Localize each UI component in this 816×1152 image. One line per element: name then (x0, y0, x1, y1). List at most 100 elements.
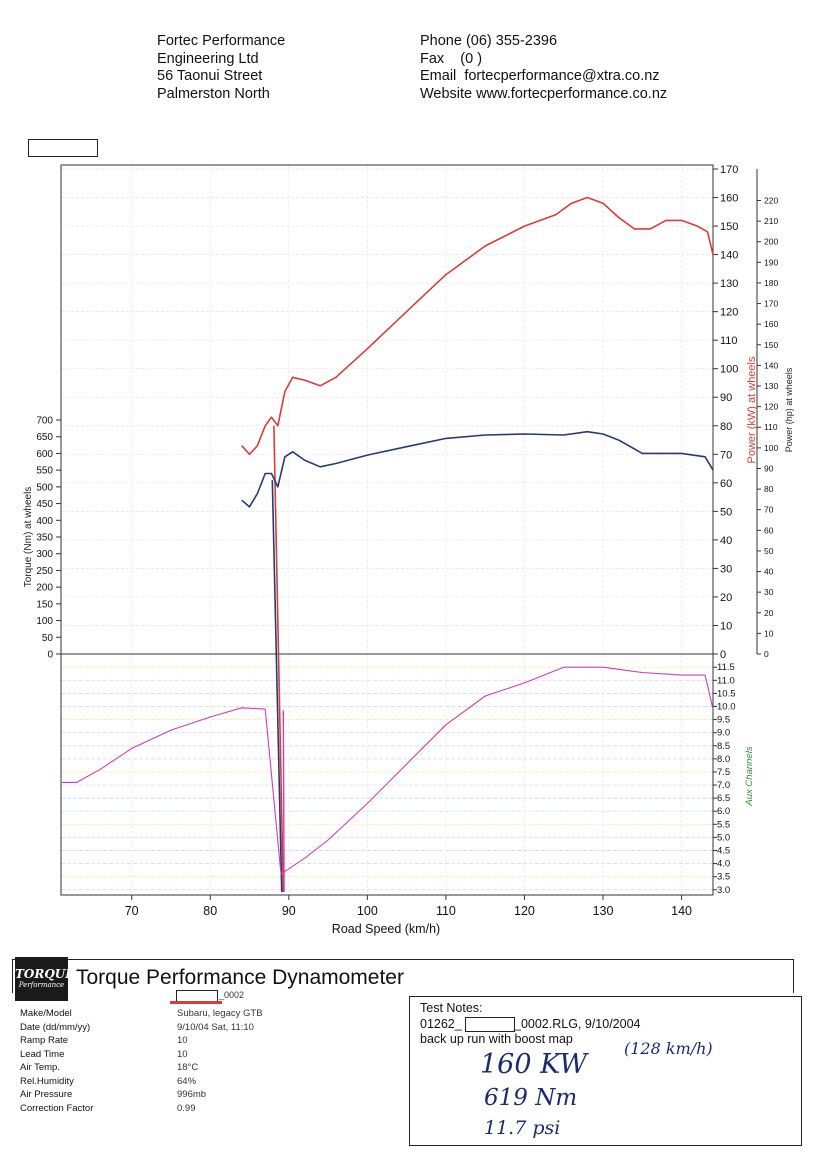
torque-tick-label: 450 (36, 499, 53, 510)
power-hp-tick-label: 160 (764, 319, 778, 329)
power-kw-tick-label: 0 (720, 649, 726, 661)
power-kw-tick-label: 150 (720, 221, 738, 233)
logo-text-top: TORQUE (15, 967, 75, 981)
power-kw-tick-label: 60 (720, 478, 732, 490)
test-notes-box: Test Notes: 01262_ _0002.RLG, 9/10/2004 … (409, 996, 802, 1146)
chart-grid (61, 165, 713, 895)
power-hp-tick-label: 210 (764, 216, 778, 226)
power-hp-tick-label: 80 (764, 484, 774, 494)
city: Palmerston North (157, 85, 270, 102)
power-hp-tick-label: 30 (764, 587, 774, 597)
power-hp-tick-label: 110 (764, 422, 778, 432)
power-kw-tick-label: 50 (720, 506, 732, 518)
torque-tick-label: 600 (36, 449, 53, 460)
aux-tick-label: 6.5 (717, 793, 730, 804)
x-tick-label: 110 (436, 904, 456, 918)
power-hp-tick-label: 70 (764, 505, 774, 515)
torque-tick-label: 100 (36, 616, 53, 627)
power-hp-axis-label: Power (hp) at wheels (784, 367, 794, 452)
dyno-chart: 70 80 90 100 110 120 130 1400501001502002503003… (23, 164, 794, 936)
power-hp-tick-label: 40 (764, 567, 774, 577)
power-hp-tick-label: 190 (764, 257, 778, 267)
aux-tick-label: 7.0 (717, 780, 730, 791)
phone: Phone (06) 355-2396 (420, 33, 558, 49)
notes-description: back up run with boost map (420, 1032, 573, 1046)
aux-tick-label: 4.5 (717, 845, 730, 856)
company-name: Fortec Performance (157, 33, 286, 49)
website: Website www.fortecperformance.co.nz (420, 85, 668, 102)
torque-tick-label: 50 (42, 633, 54, 644)
torque-line (241, 430, 714, 508)
notes-file-suffix: _0002.RLG, 9/10/2004 (514, 1017, 641, 1031)
torque-tick-label: 700 (36, 416, 53, 427)
axis-ticks: 70 80 90 100 110 120 130 1400501001502002503003… (36, 164, 778, 918)
aux-tick-label: 3.5 (717, 872, 730, 883)
power-hp-tick-label: 150 (764, 340, 778, 350)
aux-tick-label: 9.0 (717, 728, 730, 739)
power-kw-tick-label: 40 (720, 535, 732, 547)
power-hp-tick-label: 220 (764, 195, 778, 205)
company-contact: Phone (06) 355-2396 Fax (0 ) Email forte… (420, 33, 667, 103)
handwritten-boost: 11.7 psi (484, 1117, 561, 1139)
redacted-box (28, 139, 98, 157)
handwritten-torque: 619 Nm (484, 1085, 578, 1111)
redacted-file-id (465, 1017, 515, 1032)
aux-tick-label: 10.5 (717, 688, 736, 699)
power-kw-axis-label: Power (kW) at wheels (746, 356, 758, 463)
power-hp-tick-label: 20 (764, 608, 774, 618)
power-hp-tick-label: 0 (764, 649, 769, 659)
torque-tick-label: 300 (36, 549, 53, 560)
aux-tick-label: 8.0 (717, 754, 730, 765)
x-axis-label: Road Speed (km/h) (332, 922, 440, 936)
aux-tick-label: 10.0 (717, 702, 736, 713)
x-tick-label: 120 (514, 904, 535, 918)
aux-tick-label: 11.5 (717, 662, 735, 673)
power-hp-tick-label: 10 (764, 628, 774, 638)
torque-tick-label: 150 (36, 599, 53, 610)
street-address: 56 Taonui Street (157, 68, 263, 84)
power-kw-tick-label: 70 (720, 449, 732, 461)
aux-tick-label: 11.0 (717, 675, 735, 686)
company-address: Fortec Performance Engineering Ltd 56 Ta… (157, 33, 285, 103)
aux-tick-label: 4.0 (717, 859, 730, 870)
aux-tick-label: 6.0 (717, 806, 730, 817)
power-hp-tick-label: 140 (764, 360, 778, 370)
power-hp-tick-label: 120 (764, 402, 778, 412)
handwritten-speed: (128 km/h) (624, 1039, 713, 1058)
aux-axis-label: Aux Channels (744, 746, 755, 806)
torque-tick-label: 650 (36, 432, 53, 443)
plot-frame (60, 164, 714, 896)
power-kw-tick-label: 30 (720, 563, 732, 575)
torque-tick-label: 350 (36, 533, 53, 544)
power-kw-tick-label: 90 (720, 392, 732, 404)
aux-tick-label: 7.5 (717, 767, 730, 778)
run-color-swatch (170, 1001, 222, 1004)
handwritten-power: 160 KW (480, 1049, 588, 1080)
aux-tick-label: 8.5 (717, 741, 730, 752)
aux-line (61, 666, 714, 875)
x-tick-label: 70 (125, 904, 139, 918)
torque-tick-label: 200 (36, 583, 53, 594)
power-kw-tick-label: 170 (720, 164, 738, 176)
torque-logo: TORQUE Performance (15, 957, 74, 1001)
aux-dropout-line (282, 710, 285, 893)
notes-file-prefix: 01262_ (420, 1017, 462, 1031)
series-lines (61, 196, 714, 893)
email: Email fortecperformance@xtra.co.nz (420, 68, 660, 84)
power-kw-tick-label: 140 (720, 250, 738, 262)
x-tick-label: 140 (671, 904, 692, 918)
power-kw-tick-label: 80 (720, 421, 732, 433)
power-kw-tick-label: 20 (720, 592, 732, 604)
power-hp-tick-label: 90 (764, 463, 774, 473)
aux-tick-label: 3.0 (717, 885, 730, 896)
power-hp-tick-label: 200 (764, 237, 778, 247)
power-hp-tick-label: 130 (764, 381, 778, 391)
power-hp-tick-label: 100 (764, 443, 778, 453)
power-kw-tick-label: 110 (720, 335, 738, 347)
aux-tick-label: 5.0 (717, 832, 730, 843)
power-line (241, 196, 714, 456)
power-kw-tick-label: 130 (720, 278, 738, 290)
power-kw-tick-label: 10 (720, 620, 732, 632)
company-name-line2: Engineering Ltd (157, 50, 259, 67)
report-title: Torque Performance Dynamometer (76, 966, 404, 989)
